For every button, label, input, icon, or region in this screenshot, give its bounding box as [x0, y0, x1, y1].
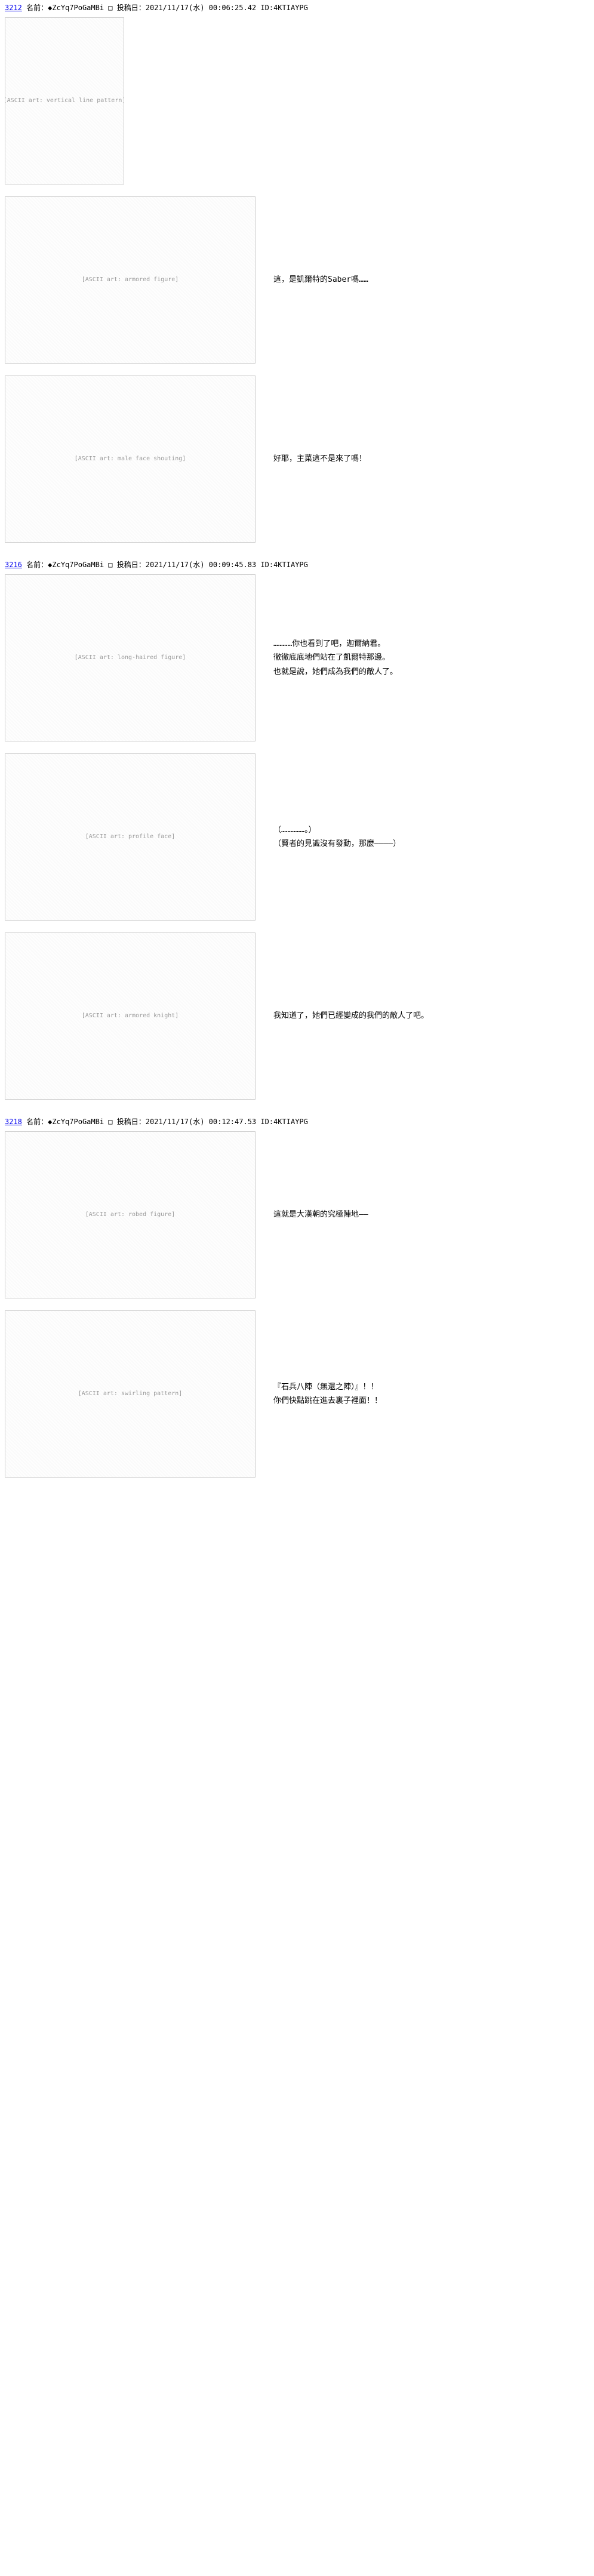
mail-icon: □ [104, 1118, 117, 1126]
content-row: [ASCII art: male face shouting] 好耶，主菜這不是來… [5, 376, 589, 543]
post-number-link[interactable]: 3212 [5, 4, 22, 12]
ascii-art: [ASCII art: robed figure] [5, 1131, 256, 1298]
name-label: 名前： [22, 561, 48, 569]
post-id: 4KTIAYPG [273, 1118, 308, 1126]
content-row: [ASCII art: robed figure] 這就是大漢朝的究極陣地—— [5, 1131, 589, 1298]
content-row: [ASCII art: armored knight] 我知道了，她們已經變成的我… [5, 932, 589, 1100]
content-row: [ASCII art: vertical line pattern] [5, 17, 589, 184]
id-label: ID: [256, 1118, 273, 1126]
mail-icon: □ [104, 4, 117, 12]
forum-post: 3212 名前：◆ZcYq7PoGaMBi □ 投稿日：2021/11/17(水… [0, 0, 594, 557]
date-label: 投稿日： [117, 1118, 146, 1126]
name-label: 名前： [22, 4, 48, 12]
post-date: 2021/11/17(水) 00:09:45.83 [146, 561, 256, 569]
ascii-art-placeholder: [ASCII art: long-haired figure] [75, 655, 186, 661]
ascii-art: [ASCII art: armored figure] [5, 196, 256, 364]
id-label: ID: [256, 561, 273, 569]
dialogue-text: 好耶，主菜這不是來了嗎！ [273, 452, 367, 466]
post-header: 3216 名前：◆ZcYq7PoGaMBi □ 投稿日：2021/11/17(水… [5, 559, 589, 570]
post-id: 4KTIAYPG [273, 561, 308, 569]
ascii-art: [ASCII art: long-haired figure] [5, 574, 256, 741]
post-number-link[interactable]: 3218 [5, 1118, 22, 1126]
ascii-art-placeholder: [ASCII art: male face shouting] [75, 456, 186, 462]
date-label: 投稿日： [117, 561, 146, 569]
post-trip: ◆ZcYq7PoGaMBi [48, 1118, 104, 1126]
post-trip: ◆ZcYq7PoGaMBi [48, 4, 104, 12]
ascii-art: [ASCII art: vertical line pattern] [5, 17, 124, 184]
post-date: 2021/11/17(水) 00:12:47.53 [146, 1118, 256, 1126]
content-row: [ASCII art: long-haired figure] …………你也看到了… [5, 574, 589, 741]
dialogue-text: 這就是大漢朝的究極陣地—— [273, 1208, 368, 1221]
ascii-art-placeholder: [ASCII art: swirling pattern] [78, 1391, 183, 1397]
date-label: 投稿日： [117, 4, 146, 12]
dialogue-text: 『石兵八陣（無還之陣）』！！你們快點跳在進去裏子裡面！！ [273, 1380, 382, 1408]
dialogue-text: 我知道了，她們已經變成的我們的敵人了吧。 [273, 1009, 429, 1023]
post-header: 3212 名前：◆ZcYq7PoGaMBi □ 投稿日：2021/11/17(水… [5, 2, 589, 13]
ascii-art-placeholder: [ASCII art: vertical line pattern] [5, 98, 124, 104]
content-row: [ASCII art: swirling pattern] 『石兵八陣（無還之陣）… [5, 1310, 589, 1478]
post-date: 2021/11/17(水) 00:06:25.42 [146, 4, 256, 12]
post-number-link[interactable]: 3216 [5, 561, 22, 569]
ascii-art: [ASCII art: swirling pattern] [5, 1310, 256, 1478]
ascii-art-placeholder: [ASCII art: profile face] [85, 834, 176, 840]
ascii-art: [ASCII art: armored knight] [5, 932, 256, 1100]
post-id: 4KTIAYPG [273, 4, 308, 12]
name-label: 名前： [22, 1118, 48, 1126]
ascii-art-placeholder: [ASCII art: armored knight] [82, 1013, 179, 1019]
mail-icon: □ [104, 561, 117, 569]
content-row: [ASCII art: armored figure] 這，是凱爾特的Saber嗎… [5, 196, 589, 364]
ascii-art-placeholder: [ASCII art: armored figure] [82, 277, 179, 283]
forum-post: 3216 名前：◆ZcYq7PoGaMBi □ 投稿日：2021/11/17(水… [0, 557, 594, 1114]
dialogue-text: 這，是凱爾特的Saber嗎…… [273, 273, 368, 287]
post-header: 3218 名前：◆ZcYq7PoGaMBi □ 投稿日：2021/11/17(水… [5, 1116, 589, 1127]
ascii-art: [ASCII art: male face shouting] [5, 376, 256, 543]
post-trip: ◆ZcYq7PoGaMBi [48, 561, 104, 569]
dialogue-text: （……………。）（賢者的見識沒有發動，那麼————） [273, 823, 401, 851]
dialogue-text: …………你也看到了吧，迦爾納君。徹徹底底地們站在了凱爾特那邊。也就是說，她們成為… [273, 637, 398, 679]
forum-post: 3218 名前：◆ZcYq7PoGaMBi □ 投稿日：2021/11/17(水… [0, 1114, 594, 1492]
ascii-art: [ASCII art: profile face] [5, 753, 256, 921]
id-label: ID: [256, 4, 273, 12]
content-row: [ASCII art: profile face] （……………。）（賢者的見識沒… [5, 753, 589, 921]
ascii-art-placeholder: [ASCII art: robed figure] [85, 1212, 176, 1218]
